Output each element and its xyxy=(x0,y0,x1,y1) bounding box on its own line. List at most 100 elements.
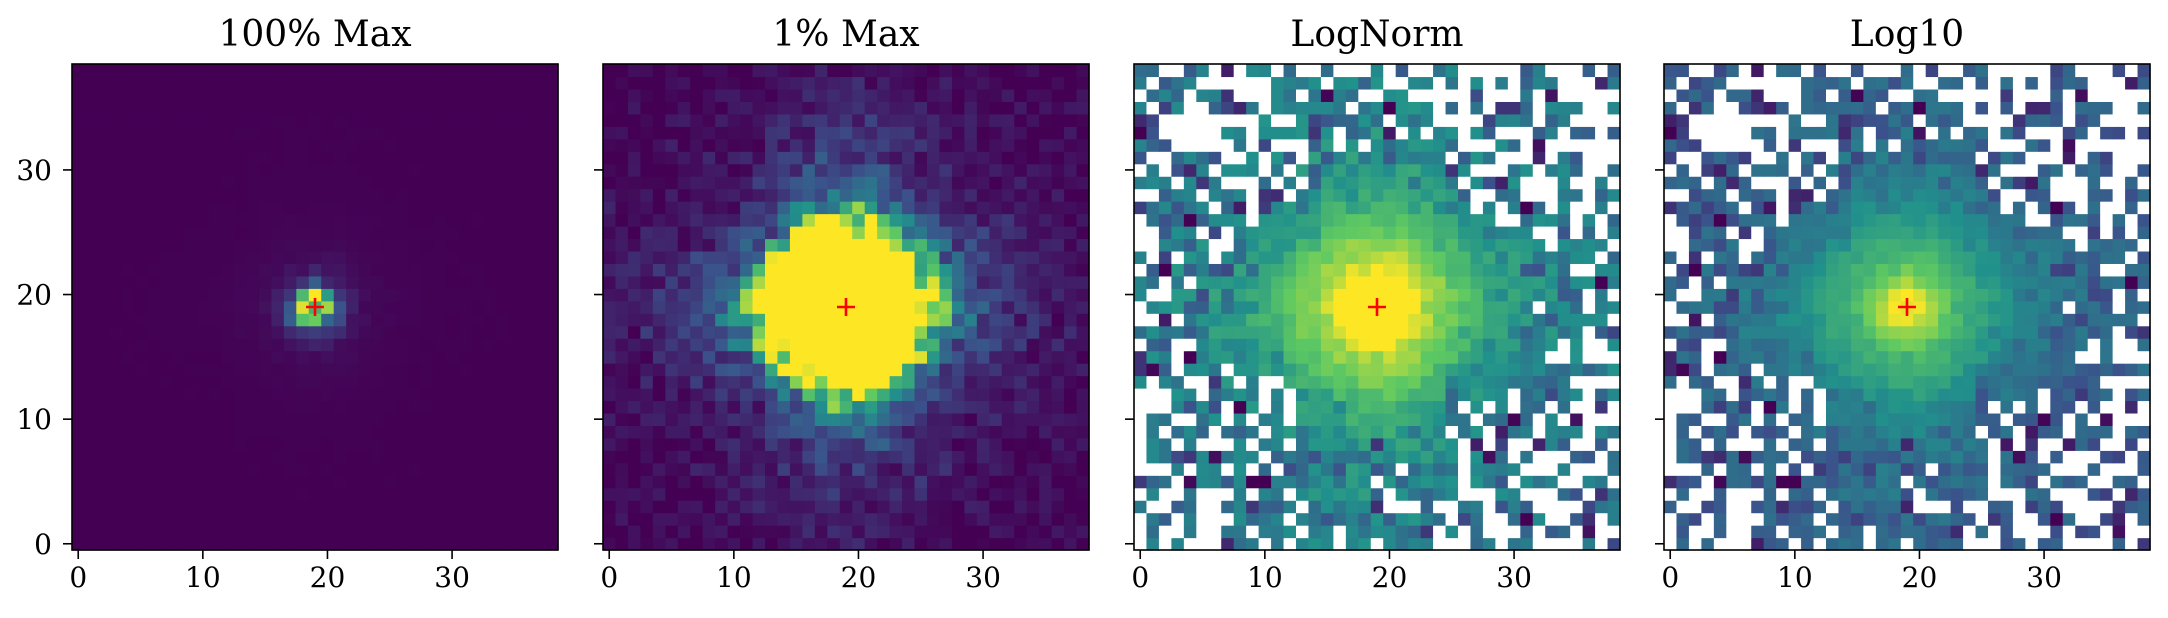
heatmap-cell xyxy=(1320,101,1334,115)
heatmap-cell xyxy=(1595,375,1609,389)
heatmap-cell xyxy=(1183,462,1197,476)
heatmap-cell xyxy=(1557,437,1571,451)
heatmap-cell xyxy=(1470,537,1484,551)
heatmap-cell xyxy=(964,138,978,152)
heatmap-cell xyxy=(1420,138,1434,152)
heatmap-cell xyxy=(234,462,248,476)
heatmap-cell xyxy=(458,325,472,339)
heatmap-cell xyxy=(1963,425,1977,439)
heatmap-cell xyxy=(296,325,310,339)
heatmap-cell xyxy=(458,338,472,352)
heatmap-cell xyxy=(371,363,385,377)
heatmap-cell xyxy=(715,325,729,339)
heatmap-cell xyxy=(989,101,1003,115)
heatmap-cell xyxy=(1258,525,1272,539)
heatmap-cell xyxy=(134,76,148,90)
heatmap-cell xyxy=(396,375,410,389)
heatmap-cell xyxy=(839,500,853,514)
heatmap-cell xyxy=(964,512,978,526)
heatmap-cell xyxy=(665,88,679,102)
heatmap-cell xyxy=(2012,500,2026,514)
heatmap-cell xyxy=(196,213,210,227)
heatmap-cell xyxy=(914,325,928,339)
heatmap-cell xyxy=(690,76,704,90)
heatmap-cell xyxy=(740,388,754,402)
heatmap-cell xyxy=(296,250,310,264)
heatmap-cell xyxy=(839,64,853,78)
heatmap-cell xyxy=(1433,412,1447,426)
heatmap-cell xyxy=(976,475,990,489)
heatmap-cell xyxy=(1988,462,2002,476)
heatmap-cell xyxy=(814,201,828,215)
heatmap-cell xyxy=(1507,425,1521,439)
heatmap-cell xyxy=(1233,363,1247,377)
heatmap-cell xyxy=(2025,462,2039,476)
heatmap-cell xyxy=(677,238,691,252)
heatmap-cell xyxy=(1076,388,1090,402)
heatmap-cell xyxy=(603,400,617,414)
heatmap-cell xyxy=(989,64,1003,78)
heatmap-cell xyxy=(96,76,110,90)
heatmap-cell xyxy=(1271,275,1285,289)
heatmap-cell xyxy=(1320,525,1334,539)
heatmap-cell xyxy=(283,138,297,152)
heatmap-cell xyxy=(802,88,816,102)
heatmap-cell xyxy=(1039,138,1053,152)
heatmap-cell xyxy=(1296,537,1310,551)
heatmap-cell xyxy=(603,375,617,389)
heatmap-cell xyxy=(1320,163,1334,177)
heatmap-cell xyxy=(1158,113,1172,127)
heatmap-cell xyxy=(483,275,497,289)
heatmap-cell xyxy=(839,400,853,414)
heatmap-cell xyxy=(358,76,372,90)
heatmap-cell xyxy=(1146,300,1160,314)
heatmap-cell xyxy=(1014,425,1028,439)
heatmap-cell xyxy=(789,338,803,352)
heatmap-cell xyxy=(1333,300,1347,314)
heatmap-cell xyxy=(1383,388,1397,402)
heatmap-cell xyxy=(296,76,310,90)
heatmap-cell xyxy=(652,263,666,277)
heatmap-cell xyxy=(927,226,941,240)
heatmap-cell xyxy=(1271,288,1285,302)
heatmap-cell xyxy=(1308,163,1322,177)
heatmap-cell xyxy=(1520,400,1534,414)
heatmap-cell xyxy=(383,250,397,264)
heatmap-cell xyxy=(1370,338,1384,352)
heatmap-cell xyxy=(1532,363,1546,377)
heatmap-cell xyxy=(665,375,679,389)
heatmap-cell xyxy=(927,475,941,489)
heatmap-cell xyxy=(1208,512,1222,526)
heatmap-cell xyxy=(627,437,641,451)
heatmap-cell xyxy=(789,163,803,177)
heatmap-cell xyxy=(483,375,497,389)
heatmap-cell xyxy=(84,226,98,240)
heatmap-cell xyxy=(533,188,547,202)
heatmap-cell xyxy=(371,462,385,476)
heatmap-cell xyxy=(902,500,916,514)
heatmap-cell xyxy=(445,101,459,115)
heatmap-cell xyxy=(1076,338,1090,352)
heatmap-cell xyxy=(1221,238,1235,252)
heatmap-cell xyxy=(1208,188,1222,202)
heatmap-cell xyxy=(814,363,828,377)
heatmap-cell xyxy=(914,462,928,476)
heatmap-cell xyxy=(1433,188,1447,202)
heatmap-cell xyxy=(1676,537,1690,551)
heatmap-cell xyxy=(852,176,866,190)
heatmap-cell xyxy=(1482,151,1496,165)
heatmap-cell xyxy=(333,238,347,252)
heatmap-cell xyxy=(533,88,547,102)
heatmap-cell xyxy=(752,537,766,551)
heatmap-cell xyxy=(777,475,791,489)
heatmap-cell xyxy=(1433,388,1447,402)
heatmap-cell xyxy=(752,300,766,314)
heatmap-cell xyxy=(495,113,509,127)
heatmap-cell xyxy=(458,188,472,202)
heatmap-cell xyxy=(271,475,285,489)
heatmap-cell xyxy=(1557,313,1571,327)
heatmap-cell xyxy=(789,201,803,215)
heatmap-cell xyxy=(1246,487,1260,501)
heatmap-cell xyxy=(1763,425,1777,439)
heatmap-cell xyxy=(1507,213,1521,227)
